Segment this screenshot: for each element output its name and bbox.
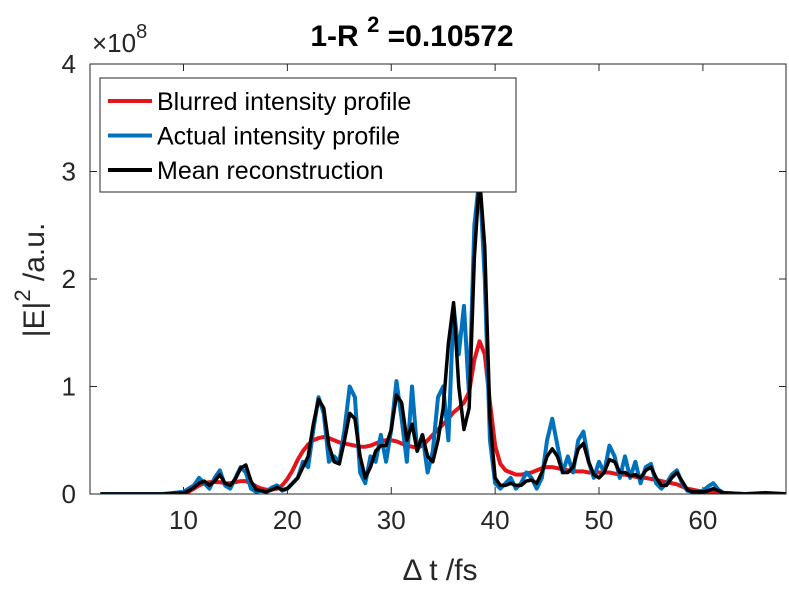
x-axis-label: Δ t /fs [402, 554, 477, 587]
legend-box [99, 77, 517, 193]
chart-title: 1-R 2 =0.10572 [310, 12, 513, 53]
legend-label: Mean reconstruction [157, 157, 384, 185]
title-part: 1-R [310, 20, 367, 53]
title-superscript: 2 [367, 12, 379, 37]
ylabel-part: /a.u. [18, 223, 51, 290]
x-tick-label: 60 [688, 505, 717, 535]
y-tick-label: 1 [62, 372, 76, 402]
y-tick-label: 4 [62, 49, 76, 79]
x-tick-label: 10 [169, 505, 198, 535]
x-tick-label: 50 [585, 505, 614, 535]
x-tick-label: 20 [273, 505, 302, 535]
x-tick-label: 30 [377, 505, 406, 535]
axes-box [89, 63, 787, 495]
ylabel-superscript: 2 [10, 289, 35, 301]
y-axis-label: |E|2 /a.u. [10, 223, 51, 338]
series-line [100, 175, 786, 494]
series-line [100, 174, 786, 494]
y-tick-label: 3 [62, 157, 76, 187]
title-part: =0.10572 [379, 20, 513, 53]
exponent-base: ×10 [92, 28, 136, 58]
exponent-power: 8 [136, 21, 147, 43]
legend-label: Blurred intensity profile [157, 88, 411, 116]
ylabel-part: |E| [18, 302, 51, 338]
legend-label: Actual intensity profile [157, 123, 400, 151]
y-tick-label: 0 [62, 479, 76, 509]
y-exponent: ×108 [92, 21, 147, 58]
legend: Blurred intensity profile Actual intensit… [99, 77, 517, 193]
y-tick-label: 2 [62, 264, 76, 294]
x-tick-label: 40 [481, 505, 510, 535]
